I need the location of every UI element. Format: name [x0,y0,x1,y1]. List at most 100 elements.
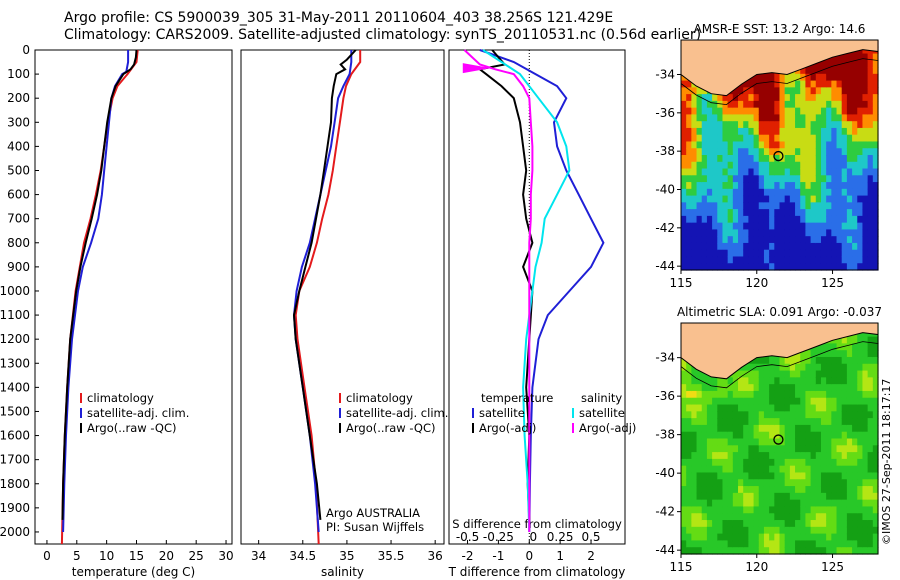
map-cell [784,127,791,136]
map-cell [857,175,864,183]
map-cell [738,424,744,433]
map-cell [852,336,858,344]
map-cell [800,242,807,251]
map-cell [872,202,879,210]
map-cell [815,60,822,68]
map-cell [758,73,765,82]
map-cell [681,121,687,129]
map-cell [738,87,744,95]
map-cell [706,100,713,109]
map-cell [836,513,843,521]
map-cell [820,94,827,102]
map-cell [763,363,770,372]
salinity-panel-frame [240,49,445,545]
map-cell [743,161,749,170]
map-cell [691,100,698,109]
lon-tick-label: 120 [745,276,768,290]
map-cell [681,242,687,251]
map-cell [836,506,843,514]
map-cell [681,418,687,426]
map-cell [841,472,848,480]
map-cell [779,175,786,183]
map-cell [748,499,755,508]
lat-tick-label: -44 [655,543,675,557]
map-cell [712,418,718,426]
map-cell [722,431,729,440]
legend-entry: satellite-adj. clim. [87,406,189,420]
map-cell [857,384,864,392]
map-cell [774,222,781,231]
map-cell [831,363,838,372]
map-cell [712,492,718,501]
map-cell [769,513,775,521]
map-cell [795,526,801,535]
map-cell [795,94,801,102]
map-cell [815,472,822,480]
map-cell [820,242,827,251]
map-cell [763,458,770,467]
map-cell [727,256,734,264]
map-cell [691,390,698,399]
map-cell [748,384,755,392]
map-cell [857,452,864,460]
map-cell [696,236,703,244]
map-cell [820,249,827,258]
map-cell [732,418,739,426]
salinity-tick-label: 35.5 [378,549,405,563]
map-cell [743,80,749,88]
map-cell [691,445,698,453]
map-cell [681,87,687,95]
map-cell [872,168,879,176]
map-cell [795,263,801,271]
map-cell [753,229,760,237]
map-cell [779,547,786,555]
map-cell [836,67,843,75]
map-cell [732,547,739,555]
map-cell [862,100,869,109]
map-cell [784,209,791,217]
map-cell [831,404,838,412]
map-cell [738,141,744,149]
map-cell [706,114,713,122]
map-cell [696,506,703,514]
map-cell [826,188,832,197]
map-cell [826,222,832,231]
map-cell [836,363,843,372]
map-cell [738,155,744,163]
map-cell [686,431,692,440]
map-cell [857,222,864,231]
map-cell [696,256,703,264]
map-cell [795,506,801,514]
map-cell [769,370,775,378]
map-cell [691,236,698,244]
map-cell [686,452,692,460]
map-cell [748,431,755,440]
depth-tick-label: 1700 [0,453,30,467]
map-cell [681,80,687,88]
map-cell [867,229,874,237]
map-cell [815,73,822,82]
map-cell [857,236,864,244]
map-cell [706,242,713,251]
map-cell [826,107,832,116]
map-cell [831,229,838,237]
map-cell [681,533,687,542]
map-cell [681,520,687,528]
map-cell [831,472,838,480]
map-cell [872,465,879,474]
map-cell [779,188,786,197]
map-cell [701,533,708,542]
map-cell [795,168,801,176]
map-cell [753,458,760,467]
map-cell [758,215,765,224]
map-cell [800,175,807,183]
map-cell [748,222,755,231]
map-cell [753,418,760,426]
map-cell [681,141,687,149]
map-cell [706,249,713,258]
map-cell [831,161,838,170]
map-cell [820,377,827,385]
map-cell [841,161,848,170]
map-cell [769,215,775,224]
map-cell [831,121,838,129]
